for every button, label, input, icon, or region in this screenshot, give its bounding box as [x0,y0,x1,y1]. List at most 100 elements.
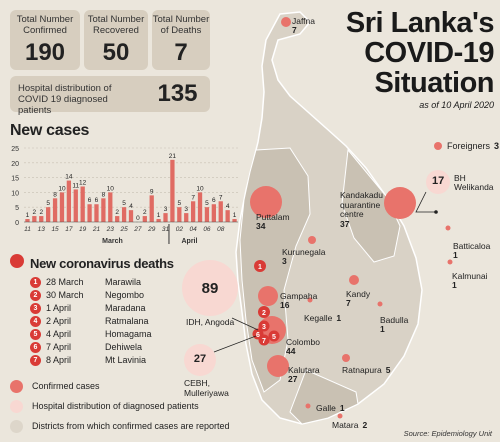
kandy-circle [349,275,359,285]
bar [149,195,154,222]
bar [211,204,216,222]
label-puttalam: Puttalam 34 [256,212,290,231]
label-gampaha: Gampaha 16 [280,291,318,310]
ratnapura-circle [342,354,350,362]
deaths-title-dot [10,254,24,268]
title-line-3: Situation [374,67,494,99]
bar [177,207,182,222]
data-label: 8 [102,191,106,198]
data-label: 5 [178,200,182,207]
kegalle-circle [307,297,313,303]
bar [142,216,147,222]
data-label: 6 [212,197,216,204]
death-marker-5 [268,330,280,342]
data-label: 11 [72,182,79,189]
idh-connector [231,317,259,331]
label-jaffna: Jaffna 7 [292,16,316,35]
death-number-badge: 5 [30,329,41,340]
bar [225,210,230,222]
kalmunai-circle [447,259,453,265]
cebh-connector [213,335,257,353]
data-label: 2 [33,209,37,216]
legend-districts-swatch [10,420,23,433]
title-line-1: Sri Lanka's [345,7,495,39]
label-kalutara: Kalutara 27 [288,365,320,384]
data-label: 21 [169,153,177,160]
data-label: 10 [107,185,115,192]
death-date: 1 April [46,303,72,313]
bar [73,189,78,222]
death-row: 6 7 April Dehiwela [30,341,210,354]
deaths-label: Total Number of Deaths [152,14,210,36]
data-label: 1 [157,212,161,219]
bar [156,219,161,222]
death-number-badge: 2 [30,290,41,301]
month-label-march: March [102,238,123,245]
data-label: 9 [150,188,154,195]
label-idh-count: 89 [201,280,219,297]
y-tick-label: 0 [15,220,19,227]
death-row: 1 28 March Marawila [30,276,210,289]
death-number-badge: 4 [30,316,41,327]
death-place: Homagama [105,329,152,339]
death-marker-6-num: 6 [256,332,260,339]
recovered-label: Total Number Recovered [87,14,145,36]
bar [232,219,237,222]
bar [170,159,175,222]
hospital-value: 135 [157,80,198,107]
death-number-badge: 3 [30,303,41,314]
x-tick-label: 08 [217,226,225,233]
confirmed-stat-box: Total Number Confirmed 190 [10,10,80,70]
x-tick-label: 27 [133,226,142,233]
label-batticaloa: Batticaloa 1 [453,241,491,260]
data-label: 10 [58,185,66,192]
label-cebh-count: 27 [193,353,207,365]
death-number-badge: 7 [30,355,41,366]
death-row: 2 30 March Negombo [30,289,210,302]
data-label: 3 [184,206,188,213]
death-marker-1 [254,260,266,272]
label-cebh: CEBH, Mulleriyawa [184,378,229,398]
bh-dot [434,210,438,214]
x-tick-label: 11 [24,226,31,233]
death-place: Ratmalana [105,316,149,326]
death-place: Mt Lavinia [105,355,147,365]
x-tick-label: 17 [65,226,73,233]
data-label: 3 [164,206,168,213]
kandakadu-circle [384,187,416,219]
bar [184,213,189,222]
bar [128,210,134,222]
label-bh-count: 17 [432,175,445,187]
data-label: 14 [65,174,73,181]
label-bh: BH Welikanda [454,173,494,192]
label-kegalle: Kegalle 1 [304,313,342,323]
deaths-stat-box: Total Number of Deaths 7 [152,10,210,70]
death-marker-3 [258,320,270,332]
label-colombo: Colombo 44 [286,337,321,356]
label-kandakadu: Kandakadu quarantine centre 37 [340,190,384,229]
matara-circle [337,413,343,419]
foreigners-circle [434,142,442,150]
label-idh: IDH, Angoda [186,317,235,327]
bar [25,219,30,222]
x-tick-label: 21 [92,226,101,233]
data-label: 6 [95,197,99,204]
bar [46,207,51,222]
x-tick-label: 19 [79,226,87,233]
death-number-badge: 1 [30,277,41,288]
bar [32,216,37,222]
x-tick-label: 25 [119,226,128,233]
label-kurunegala: Kurunegala 3 [282,247,326,266]
label-kandy: Kandy 7 [346,289,371,308]
data-label: 6 [88,197,92,204]
bar [218,201,223,222]
data-label: 0 [136,215,140,222]
puttalam-circle [250,186,282,218]
death-number-badge: 6 [30,342,41,353]
galle-circle [305,403,311,409]
hospital-cebh-circle [184,344,216,376]
data-label: 1 [233,212,237,219]
label-matara: Matara 2 [332,420,368,430]
death-marker-3-num: 3 [262,324,266,331]
